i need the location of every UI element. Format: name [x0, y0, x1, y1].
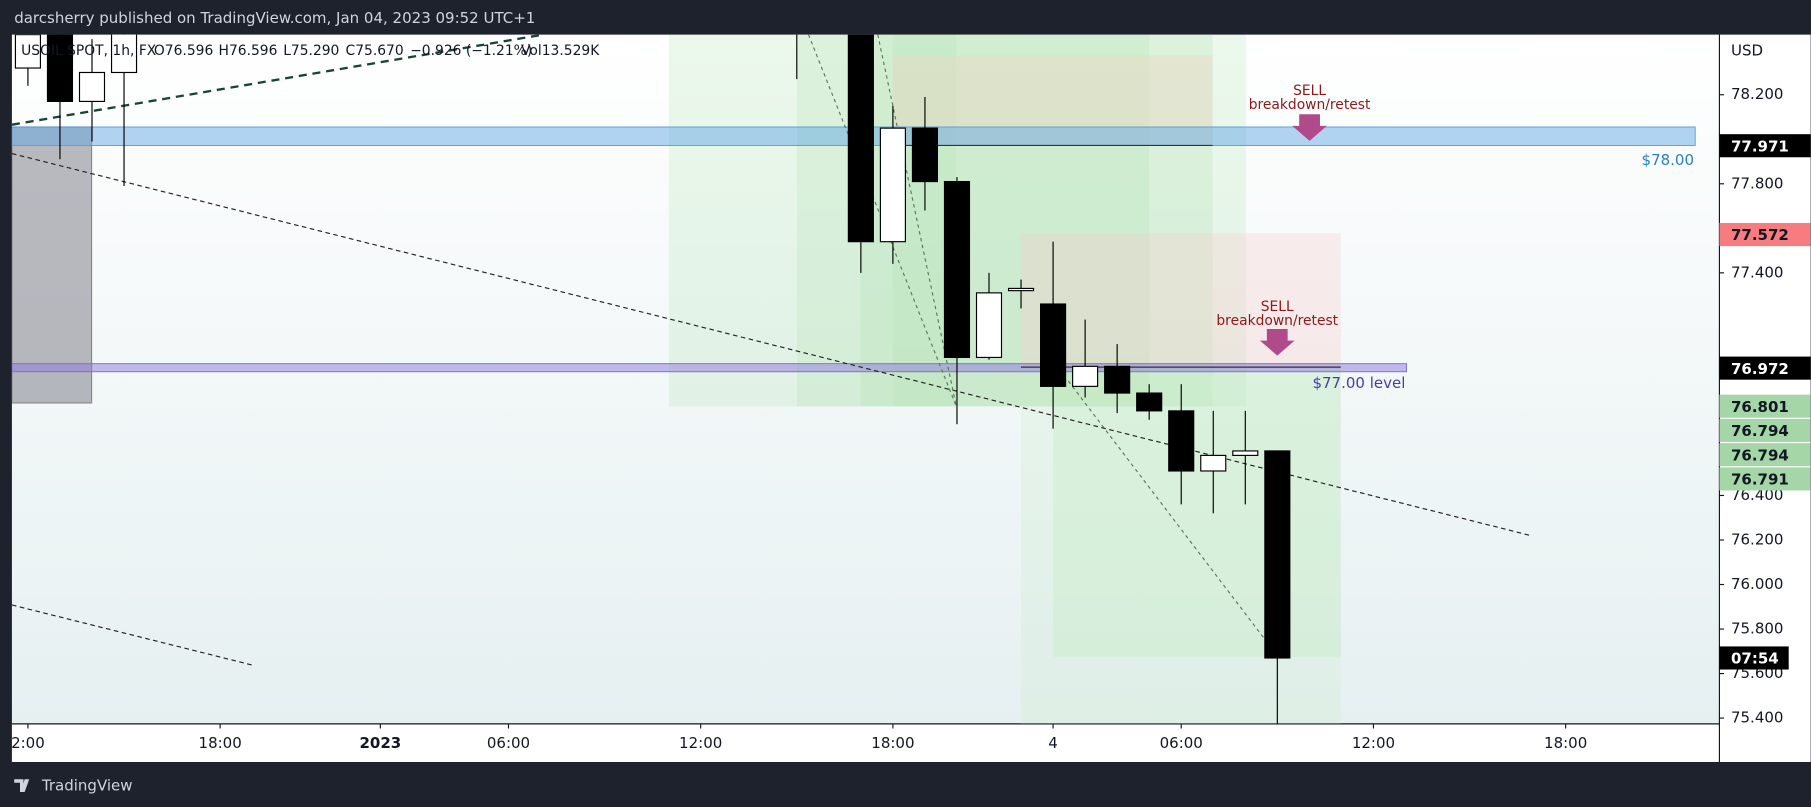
candles [14, 34, 1291, 724]
sell-arrow [1292, 114, 1327, 141]
candle-body [78, 71, 106, 102]
candle-body [975, 292, 1003, 359]
price-tag [1719, 134, 1811, 158]
sell-arrow [1259, 329, 1295, 356]
price-tag [1719, 443, 1811, 467]
drawings [11, 34, 1696, 724]
level-label: $77.00 level [1312, 374, 1405, 392]
currency: USD [1731, 41, 1763, 59]
symbol: USOIL SPOT, 1h, FX [21, 43, 157, 59]
candle-body [1232, 450, 1259, 456]
level-label: $78.00 [1642, 151, 1695, 169]
candle-body [1200, 454, 1227, 472]
price-tag-label: 76.794 [1731, 422, 1789, 440]
trend-line [807, 34, 957, 407]
price-tag [1719, 356, 1811, 380]
annotation: breakdown/retest [1249, 97, 1371, 113]
zone [1053, 367, 1341, 657]
y-tick-label: 77.400 [1731, 263, 1784, 281]
candle-body [1072, 365, 1099, 387]
ohlc: H76.596 [219, 43, 278, 59]
price-tag [1719, 223, 1811, 247]
candle-body [1007, 287, 1035, 292]
candle-body [1136, 392, 1163, 412]
x-tick-label: 12:00 [1352, 734, 1395, 752]
x-tick-label: 2023 [359, 734, 401, 752]
ohlc: O76.596 [154, 43, 213, 59]
annotation: SELL [1261, 299, 1294, 315]
x-tick-label: 06:00 [487, 734, 530, 752]
y-tick-label: 75.800 [1731, 620, 1784, 638]
x-tick-label: 18:00 [1544, 734, 1587, 752]
x-tick-label: 12:00 [679, 734, 722, 752]
candle-body [911, 127, 939, 183]
ohlc: L75.290 [283, 43, 339, 59]
candle-body [847, 34, 874, 243]
zone [860, 34, 1150, 407]
price-tag-label: 76.791 [1731, 471, 1789, 489]
footer: TradingView [41, 777, 133, 795]
y-tick-label: 76.000 [1731, 575, 1784, 593]
candle-body [14, 34, 42, 69]
trend-line [11, 34, 544, 126]
change: −0.926 (−1.21%) [410, 43, 532, 59]
price-tag-label: 76.801 [1731, 398, 1789, 416]
y-tick-label: 77.800 [1731, 174, 1784, 192]
candle-body [943, 180, 971, 359]
x-tick-label: 06:00 [1160, 734, 1203, 752]
legend: USOIL SPOT, 1h, FX O76.596 H76.596 L75.2… [21, 43, 600, 59]
price-tag [1719, 394, 1811, 418]
trend-line [877, 34, 957, 407]
price-tag-label: 76.972 [1731, 360, 1789, 378]
range-box [11, 126, 93, 404]
header: darcsherry published on TradingView.com,… [14, 9, 535, 27]
y-tick-label: 75.400 [1731, 709, 1784, 727]
logo [14, 779, 30, 792]
x-tick-label: 18:00 [199, 734, 242, 752]
candle-body [1264, 450, 1291, 659]
candle-body [1168, 410, 1195, 472]
price-tag [1719, 467, 1811, 491]
candle-body [46, 34, 74, 102]
annotation: breakdown/retest [1216, 313, 1338, 329]
candle-body [1104, 365, 1131, 394]
trend-line [11, 604, 253, 666]
y-tick-label: 78.200 [1731, 85, 1784, 103]
price-tag-label: 76.794 [1731, 446, 1789, 464]
countdown: 07:54 [1731, 650, 1779, 668]
candle-body [1040, 303, 1067, 387]
volume: Vol13.529K [521, 43, 600, 59]
level-zone [11, 363, 1408, 373]
x-tick-label: 4 [1048, 734, 1058, 752]
price-tag-label: 77.971 [1731, 137, 1789, 155]
y-tick-label: 76.200 [1731, 530, 1784, 548]
annotation: SELL [1293, 83, 1326, 99]
price-tag [1719, 418, 1811, 442]
x-tick-label: 18:00 [871, 734, 914, 752]
countdown-tag [1719, 646, 1789, 670]
price-tag-label: 77.572 [1731, 226, 1789, 244]
trend-line [1067, 380, 1271, 647]
ohlc: C75.670 [346, 43, 404, 59]
time-axis [11, 723, 1720, 762]
candle-body [110, 34, 138, 74]
x-tick-label: 2:00 [11, 734, 45, 752]
candle-body [879, 127, 906, 243]
